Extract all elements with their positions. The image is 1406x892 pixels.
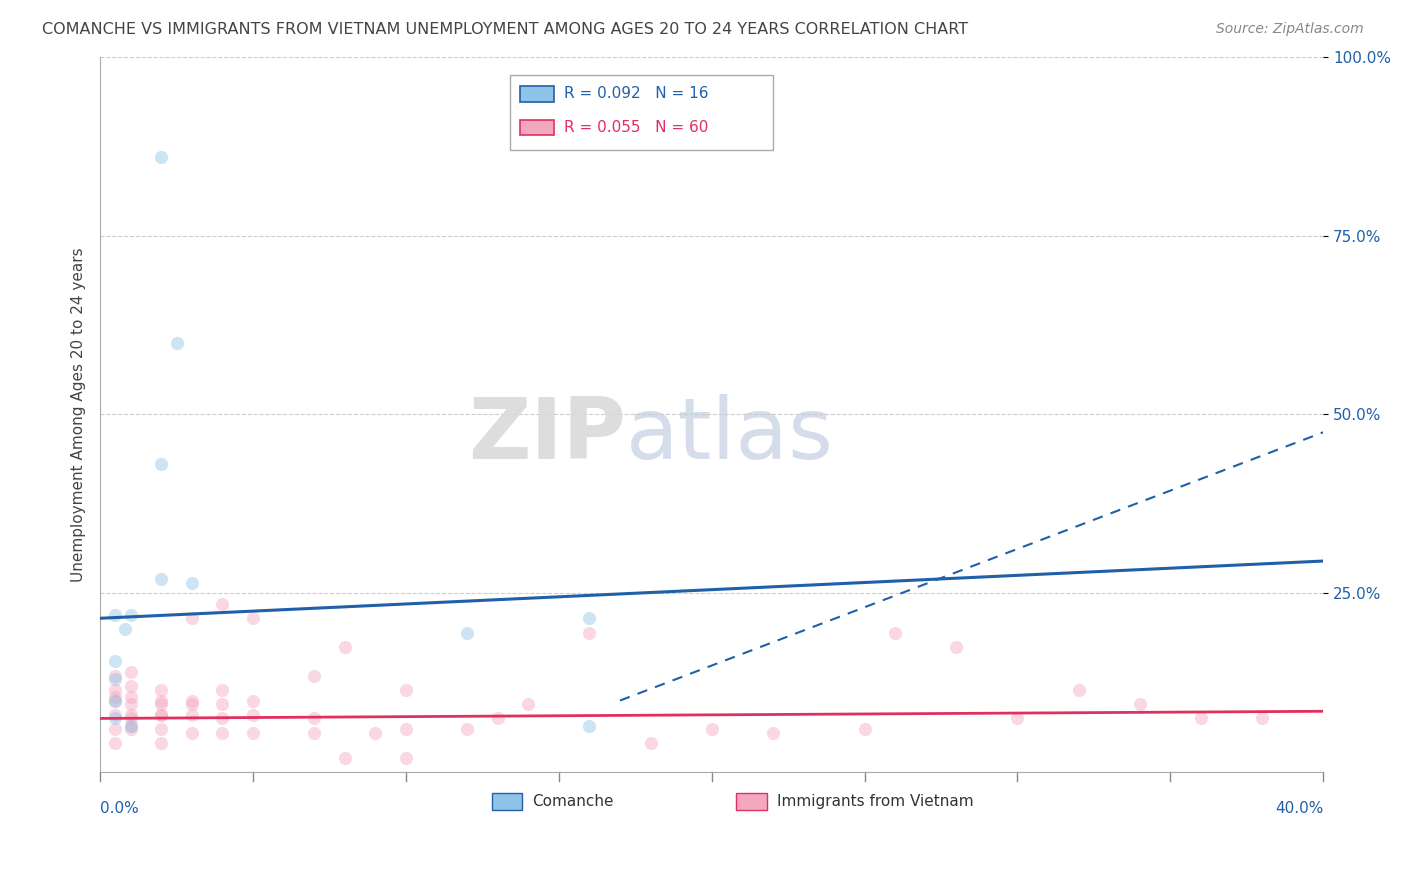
Point: [120, 718, 142, 732]
Point: [578, 611, 600, 625]
Point: [180, 693, 202, 707]
Point: [104, 722, 127, 736]
Point: [150, 707, 173, 722]
Text: COMANCHE VS IMMIGRANTS FROM VIETNAM UNEMPLOYMENT AMONG AGES 20 TO 24 YEARS CORRE: COMANCHE VS IMMIGRANTS FROM VIETNAM UNEM…: [42, 22, 969, 37]
Point: [120, 711, 142, 725]
Point: [486, 711, 509, 725]
Point: [150, 693, 173, 707]
Point: [180, 611, 202, 625]
Point: [395, 722, 418, 736]
Point: [114, 622, 136, 636]
Point: [150, 736, 173, 750]
Point: [104, 654, 127, 668]
Point: [120, 707, 142, 722]
Point: [640, 736, 662, 750]
Text: 40.0%: 40.0%: [1275, 801, 1323, 815]
Point: [180, 707, 202, 722]
Point: [120, 718, 142, 732]
Text: Comanche: Comanche: [533, 794, 614, 809]
Point: [884, 625, 907, 640]
Point: [578, 718, 600, 732]
Point: [242, 725, 264, 739]
Point: [302, 725, 325, 739]
Point: [120, 607, 142, 622]
Point: [104, 682, 127, 697]
Point: [211, 725, 233, 739]
Point: [104, 711, 127, 725]
Point: [120, 690, 142, 704]
Point: [395, 751, 418, 765]
Point: [150, 150, 173, 164]
Point: [1129, 697, 1152, 711]
Point: [150, 707, 173, 722]
Point: [1251, 711, 1274, 725]
Point: [120, 679, 142, 693]
Point: [395, 682, 418, 697]
Point: [700, 722, 723, 736]
Point: [853, 722, 876, 736]
Point: [120, 665, 142, 679]
Point: [150, 572, 173, 586]
Text: atlas: atlas: [626, 394, 834, 477]
Point: [150, 458, 173, 472]
Point: [517, 697, 540, 711]
Point: [456, 625, 478, 640]
Point: [104, 736, 127, 750]
Point: [456, 722, 478, 736]
Point: [120, 722, 142, 736]
Point: [1067, 682, 1090, 697]
Point: [242, 693, 264, 707]
Point: [150, 682, 173, 697]
Point: [242, 707, 264, 722]
Point: [104, 693, 127, 707]
FancyBboxPatch shape: [520, 86, 554, 102]
Point: [166, 335, 188, 350]
Text: Source: ZipAtlas.com: Source: ZipAtlas.com: [1216, 22, 1364, 37]
Point: [762, 725, 785, 739]
Point: [120, 697, 142, 711]
FancyBboxPatch shape: [520, 120, 554, 136]
Point: [211, 682, 233, 697]
Point: [333, 751, 356, 765]
Point: [211, 597, 233, 611]
Point: [302, 711, 325, 725]
Text: R = 0.055   N = 60: R = 0.055 N = 60: [564, 120, 709, 135]
Point: [242, 611, 264, 625]
Point: [104, 707, 127, 722]
Point: [945, 640, 967, 654]
Point: [150, 697, 173, 711]
Point: [364, 725, 387, 739]
Point: [211, 697, 233, 711]
Point: [104, 672, 127, 686]
Point: [211, 711, 233, 725]
Point: [104, 607, 127, 622]
Point: [180, 697, 202, 711]
Point: [104, 668, 127, 682]
Point: [1189, 711, 1212, 725]
Text: Immigrants from Vietnam: Immigrants from Vietnam: [778, 794, 973, 809]
Text: ZIP: ZIP: [468, 394, 626, 477]
Point: [180, 725, 202, 739]
Point: [150, 722, 173, 736]
Point: [180, 575, 202, 590]
Text: 0.0%: 0.0%: [100, 801, 139, 815]
Text: R = 0.092   N = 16: R = 0.092 N = 16: [564, 87, 709, 102]
Point: [104, 690, 127, 704]
Point: [104, 693, 127, 707]
Point: [333, 640, 356, 654]
FancyBboxPatch shape: [510, 75, 773, 150]
Y-axis label: Unemployment Among Ages 20 to 24 years: Unemployment Among Ages 20 to 24 years: [72, 247, 86, 582]
Point: [302, 668, 325, 682]
Point: [578, 625, 600, 640]
Point: [1007, 711, 1029, 725]
